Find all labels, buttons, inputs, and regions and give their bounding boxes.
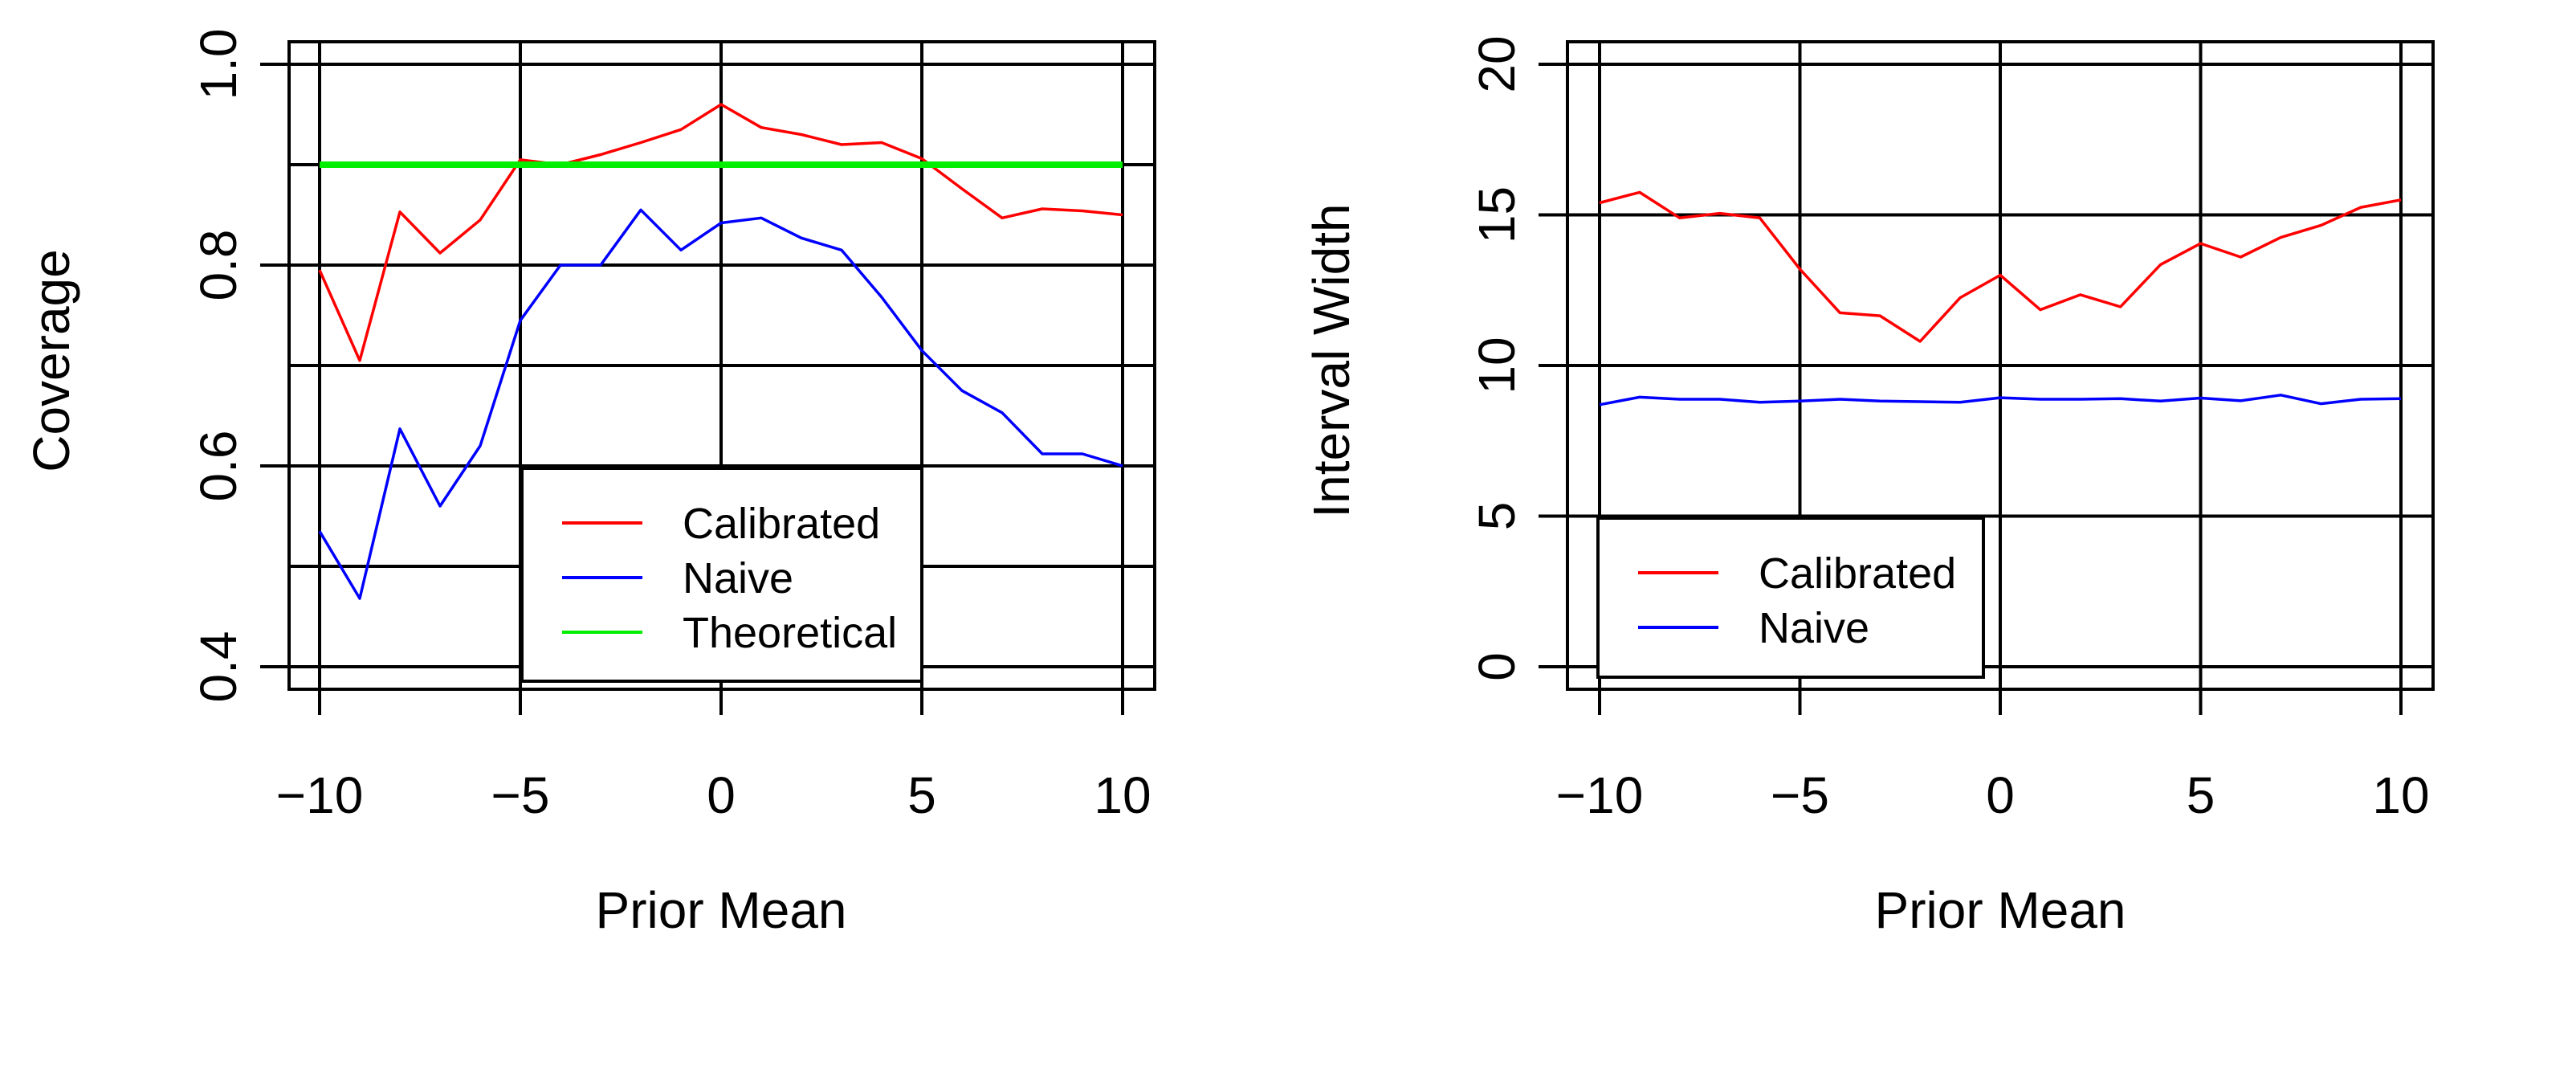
- interval-width-y-tick-label: 5: [1468, 502, 1526, 531]
- interval-width-y-tick-label: 0: [1468, 652, 1526, 681]
- coverage-legend-label-theoretical: Theoretical: [683, 609, 897, 657]
- interval-width-panel: Calibrated Naive −10 −5 0 5 10 0 5 10 15 20 Prior…: [1302, 35, 2435, 939]
- coverage-x-axis-label: Prior Mean: [596, 881, 847, 939]
- coverage-y-tick-label: 1.0: [190, 29, 247, 100]
- coverage-x-tick-label: −10: [276, 766, 364, 824]
- interval-width-series-line-naive: [1599, 394, 2402, 406]
- coverage-y-tick-label: 0.8: [190, 230, 247, 301]
- interval-width-legend-label-calibrated: Calibrated: [1759, 549, 1956, 598]
- interval-width-series-line-calibrated: [1599, 190, 2402, 343]
- coverage-series: [318, 103, 1123, 600]
- interval-width-x-ticks: −10 −5 0 5 10: [1556, 688, 2430, 824]
- coverage-y-axis-label: Coverage: [22, 249, 80, 472]
- coverage-series-line-calibrated: [318, 103, 1123, 362]
- coverage-y-tick-label: 0.4: [190, 631, 247, 703]
- interval-width-series: [1599, 190, 2402, 406]
- interval-width-y-axis-label: Interval Width: [1302, 203, 1360, 517]
- coverage-series-line-naive: [318, 208, 1123, 600]
- coverage-legend-box: [520, 467, 923, 683]
- interval-width-y-ticks: 0 5 10 15 20: [1468, 35, 1569, 681]
- coverage-x-tick-label: 10: [1094, 766, 1151, 824]
- interval-width-legend: Calibrated Naive: [1596, 517, 1985, 679]
- coverage-legend-label-naive: Naive: [683, 554, 793, 602]
- interval-width-x-tick-label: 10: [2372, 766, 2429, 824]
- coverage-panel: Calibrated Naive Theoretical −10 −5 0 5 10 0.4…: [22, 29, 1156, 939]
- interval-width-x-tick-label: −5: [1771, 766, 1829, 824]
- coverage-x-ticks: −10 −5 0 5 10: [276, 688, 1151, 824]
- interval-width-y-tick-label: 20: [1468, 35, 1526, 92]
- interval-width-x-axis-label: Prior Mean: [1875, 881, 2126, 939]
- coverage-legend: Calibrated Naive Theoretical: [520, 467, 923, 683]
- interval-width-x-tick-label: −10: [1556, 766, 1644, 824]
- interval-width-x-tick-label: 5: [2187, 766, 2215, 824]
- interval-width-y-tick-label: 10: [1468, 337, 1526, 394]
- coverage-x-tick-label: −5: [491, 766, 550, 824]
- interval-width-y-tick-label: 15: [1468, 186, 1526, 243]
- coverage-y-ticks: 0.4 0.6 0.8 1.0: [190, 29, 291, 703]
- coverage-x-tick-label: 0: [707, 766, 736, 824]
- interval-width-x-tick-label: 0: [1986, 766, 2015, 824]
- interval-width-legend-box: [1596, 517, 1985, 679]
- interval-width-legend-label-naive: Naive: [1759, 604, 1869, 652]
- coverage-y-tick-label: 0.6: [190, 431, 247, 502]
- coverage-x-tick-label: 5: [907, 766, 936, 824]
- coverage-legend-label-calibrated: Calibrated: [683, 500, 880, 548]
